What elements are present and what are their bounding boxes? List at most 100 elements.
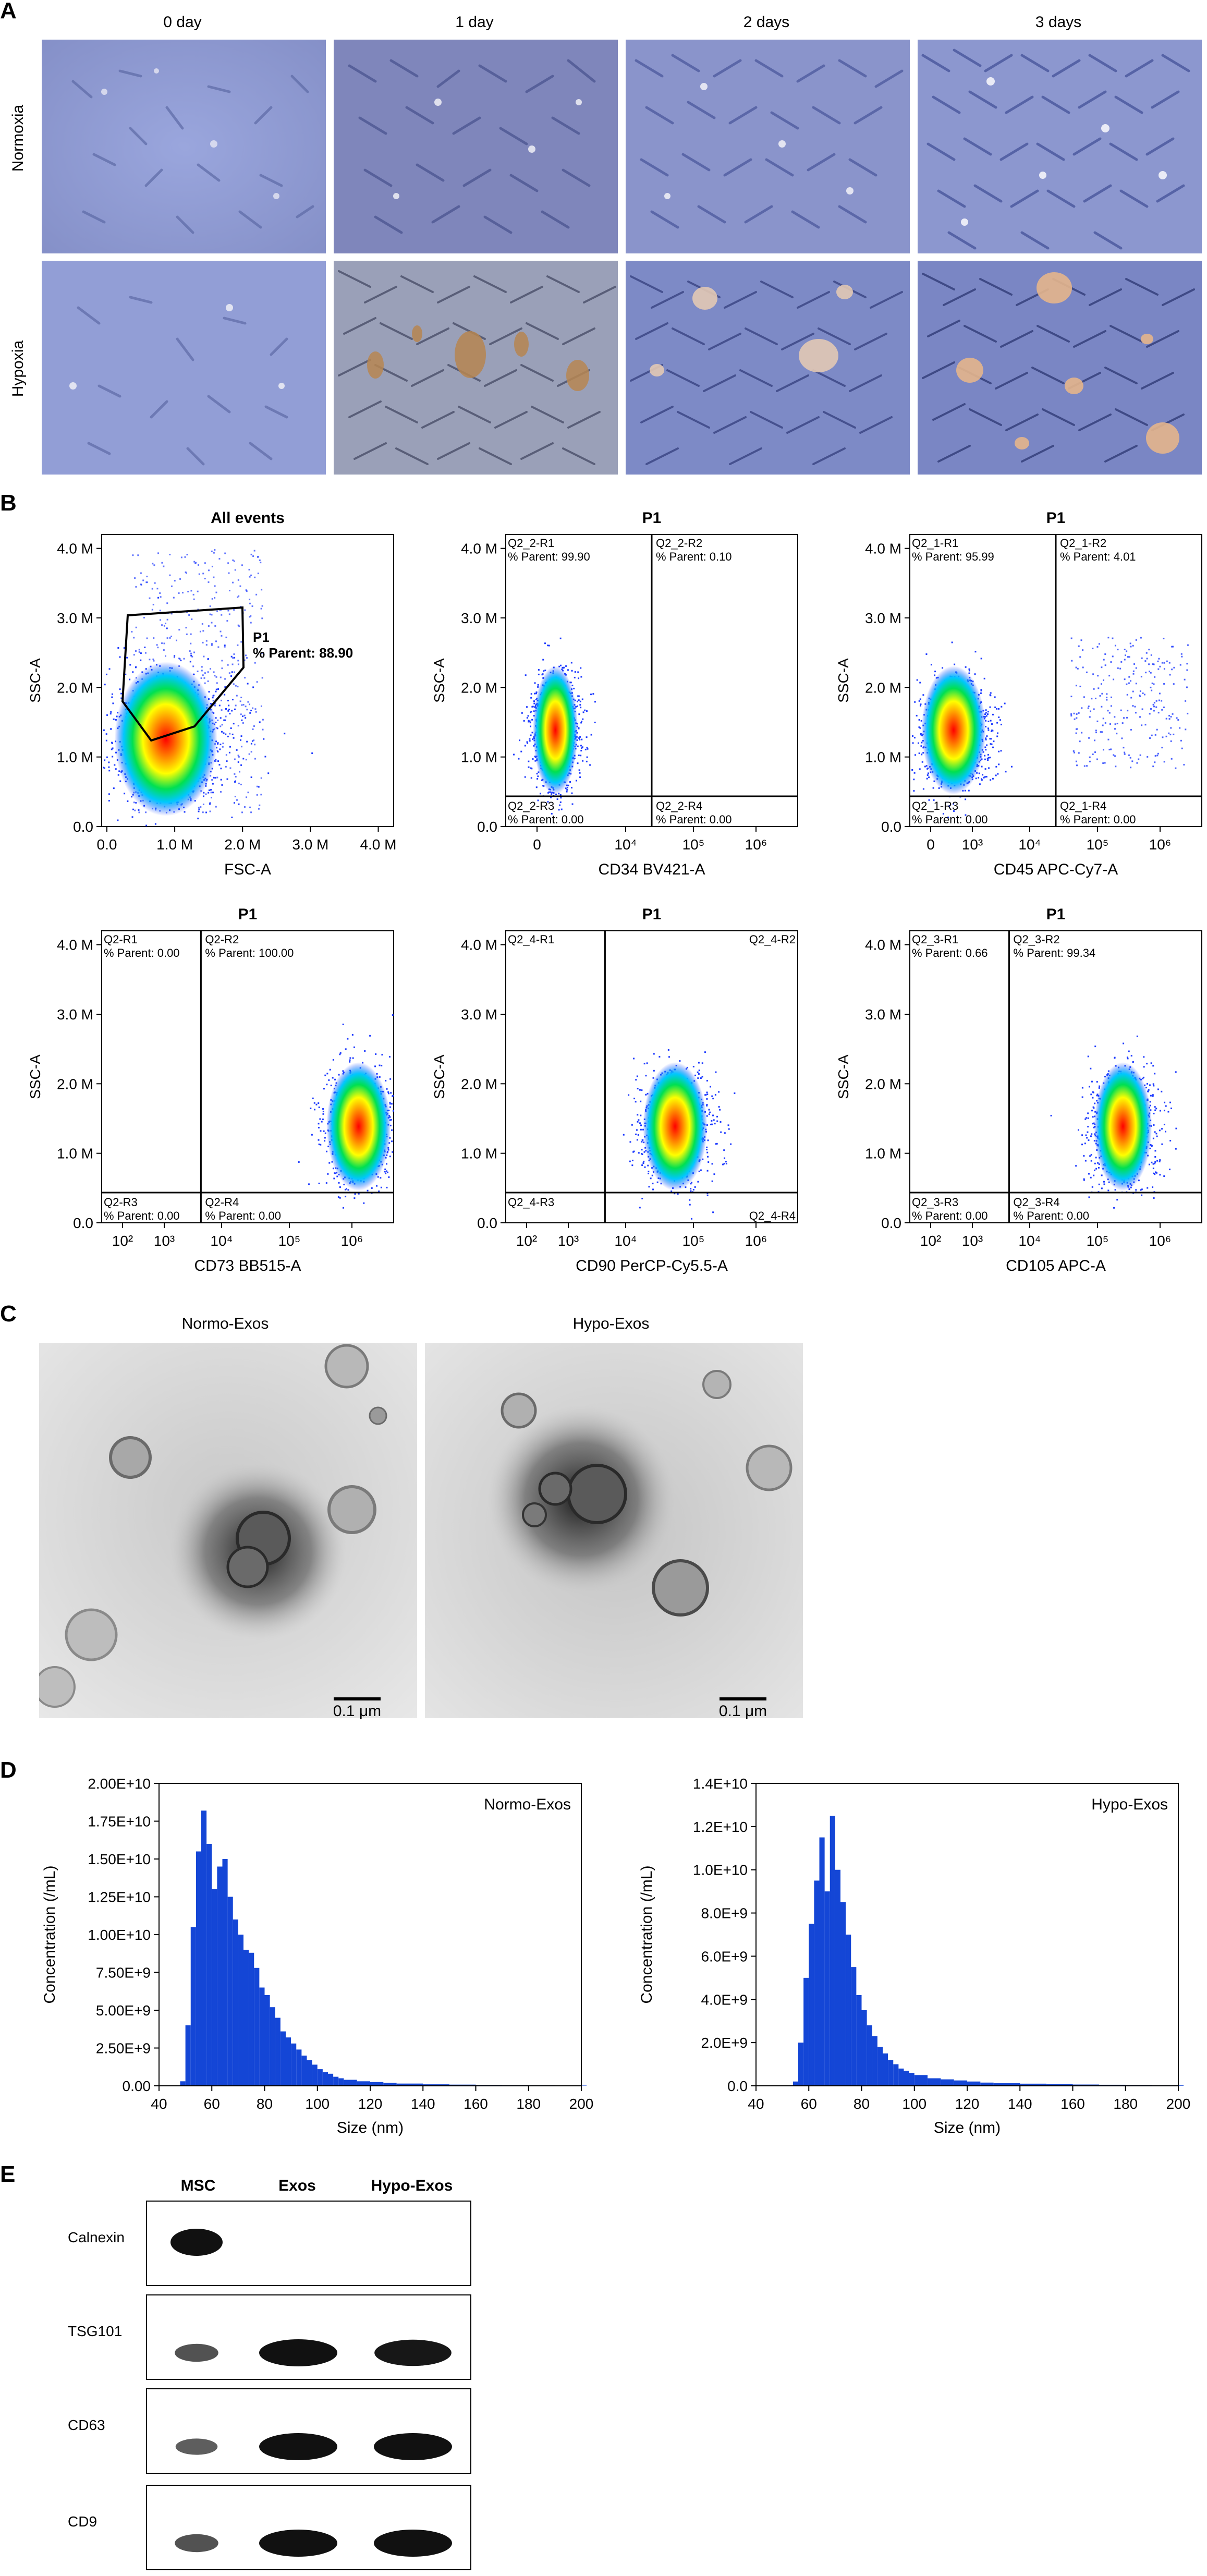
- event-dot: [255, 593, 258, 596]
- event-dot: [324, 1132, 326, 1134]
- event-dot: [353, 1046, 355, 1048]
- event-dot: [337, 1196, 339, 1198]
- event-dot: [1135, 712, 1137, 714]
- event-dot: [339, 1053, 341, 1055]
- event-dot: [706, 1193, 709, 1195]
- event-dot: [1168, 662, 1171, 664]
- x-tick-label: 10⁶: [1149, 836, 1172, 853]
- event-dot: [388, 1056, 391, 1058]
- event-dot: [942, 667, 944, 669]
- event-dot: [229, 767, 231, 769]
- event-dot: [131, 630, 133, 633]
- event-dot: [329, 1068, 331, 1071]
- event-dot: [221, 614, 223, 616]
- event-dot: [1001, 706, 1003, 708]
- event-dot: [241, 564, 243, 566]
- event-dot: [220, 725, 222, 727]
- event-dot: [1156, 755, 1159, 757]
- event-dot: [1113, 678, 1115, 681]
- plot-title: P1: [642, 509, 662, 527]
- event-dot: [228, 613, 230, 615]
- event-dot: [1163, 706, 1165, 708]
- event-dot: [968, 670, 970, 672]
- event-dot: [586, 756, 588, 758]
- event-dot: [697, 1071, 699, 1073]
- event-dot: [389, 1101, 391, 1103]
- event-dot: [214, 675, 216, 677]
- event-dot: [170, 585, 173, 587]
- event-dot: [1163, 761, 1165, 763]
- quad-r3-value: % Parent: 0.00: [104, 1209, 180, 1222]
- event-dot: [152, 603, 154, 605]
- event-dot: [706, 1091, 708, 1093]
- event-dot: [985, 749, 987, 751]
- event-dot: [641, 1153, 643, 1156]
- event-dot: [220, 779, 222, 781]
- event-dot: [566, 784, 568, 786]
- event-dot: [1129, 757, 1131, 759]
- event-dot: [336, 1175, 338, 1177]
- y-axis-label: SSC-A: [431, 658, 447, 703]
- event-dot: [254, 744, 256, 746]
- event-dot: [216, 776, 218, 779]
- event-dot: [1161, 700, 1163, 702]
- y-tick-label: 3.0 M: [57, 1006, 93, 1023]
- event-dot: [974, 673, 976, 675]
- event-dot: [1127, 656, 1129, 658]
- plot-title: All events: [211, 509, 285, 527]
- y-tick-label: 1.0 M: [57, 1146, 93, 1162]
- y-tick-label: 2.0 M: [461, 679, 497, 696]
- column-title-3days: 3 days: [1035, 14, 1082, 31]
- quad-r2-name: Q2-R2: [205, 933, 239, 946]
- event-dot: [267, 772, 270, 774]
- event-dot: [1130, 646, 1132, 648]
- event-dot: [1093, 708, 1095, 710]
- event-dot: [983, 677, 985, 679]
- event-dot: [1079, 656, 1081, 658]
- event-dot: [217, 742, 219, 744]
- event-dot: [1101, 731, 1103, 733]
- event-dot: [641, 1141, 643, 1143]
- event-dot: [198, 564, 200, 566]
- event-dot: [535, 691, 538, 694]
- event-dot: [1107, 710, 1109, 712]
- event-dot: [978, 776, 980, 779]
- event-dot: [236, 749, 238, 751]
- event-dot: [207, 658, 209, 660]
- event-dot: [105, 739, 107, 742]
- event-dot: [570, 662, 572, 664]
- event-dot: [349, 1061, 351, 1063]
- event-dot: [231, 699, 234, 701]
- event-dot: [996, 735, 998, 737]
- event-dot: [220, 630, 222, 633]
- event-dot: [208, 691, 210, 693]
- event-dot: [228, 704, 230, 707]
- event-dot: [989, 738, 991, 740]
- x-tick-label: 2.0 M: [224, 836, 261, 853]
- event-dot: [1088, 737, 1090, 739]
- event-dot: [1117, 649, 1119, 651]
- event-dot: [953, 810, 955, 812]
- event-dot: [577, 671, 579, 673]
- event-dot: [238, 756, 240, 758]
- event-dot: [980, 692, 982, 694]
- event-dot: [381, 1065, 383, 1067]
- event-dot: [145, 581, 148, 584]
- event-dot: [225, 765, 227, 768]
- event-dot: [364, 1050, 366, 1052]
- event-dot: [1126, 716, 1128, 719]
- event-dot: [234, 758, 236, 760]
- event-dot: [144, 646, 146, 648]
- quad-r4-name: Q2-R4: [205, 1196, 239, 1209]
- event-dot: [1141, 708, 1143, 710]
- event-dot: [1077, 667, 1079, 670]
- event-dot: [708, 1109, 710, 1111]
- event-dot: [247, 701, 249, 703]
- event-dot: [1124, 753, 1126, 755]
- event-dot: [322, 1108, 324, 1110]
- event-dot: [142, 579, 144, 581]
- event-dot: [235, 704, 237, 707]
- event-dot: [698, 1170, 700, 1172]
- event-dot: [145, 811, 147, 813]
- event-dot: [256, 681, 258, 683]
